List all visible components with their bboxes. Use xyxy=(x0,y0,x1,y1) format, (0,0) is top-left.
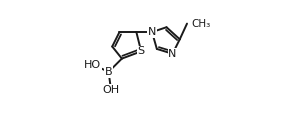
Text: B: B xyxy=(105,67,112,77)
Text: N: N xyxy=(148,27,156,37)
Text: HO: HO xyxy=(84,60,102,70)
Text: CH₃: CH₃ xyxy=(191,19,211,29)
Text: OH: OH xyxy=(102,85,120,95)
Text: N: N xyxy=(168,49,177,59)
Text: S: S xyxy=(138,46,145,56)
